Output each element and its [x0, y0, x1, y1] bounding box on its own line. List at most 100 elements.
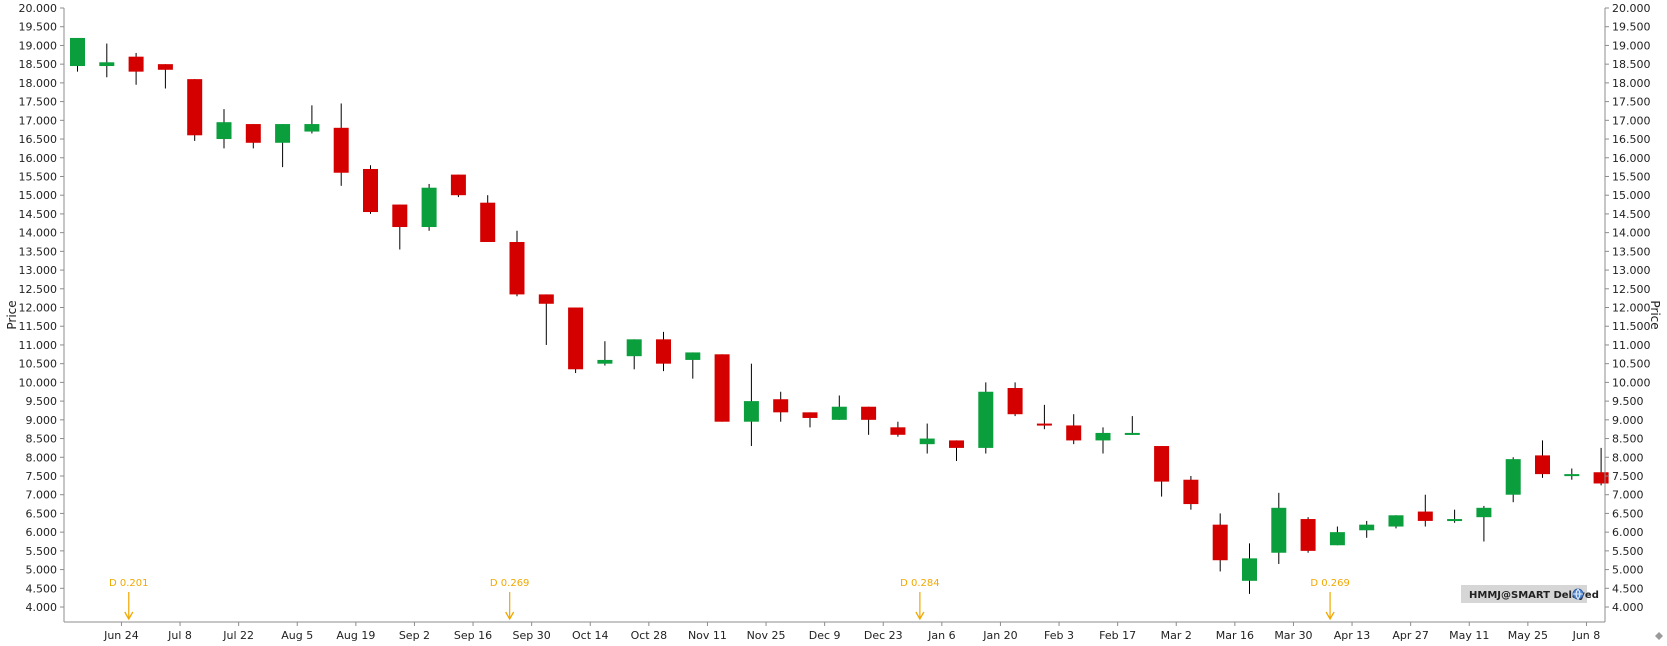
- x-tick-label: Dec 23: [864, 629, 903, 642]
- y-tick-label-right: 16.500: [1612, 133, 1651, 146]
- x-tick-label: Sep 16: [454, 629, 492, 642]
- candle-body: [1124, 432, 1140, 435]
- candles-layer: [70, 37, 1609, 594]
- y-tick-label-right: 11.500: [1612, 320, 1651, 333]
- y-tick-label-right: 20.000: [1612, 2, 1651, 15]
- candle-body: [1535, 455, 1550, 475]
- candle-body: [1417, 511, 1433, 521]
- corner-resize-icon[interactable]: [1655, 632, 1663, 640]
- candle-body: [1271, 507, 1287, 553]
- x-tick-label: Jun 24: [103, 629, 139, 642]
- y-tick-label-left: 15.000: [19, 189, 58, 202]
- x-tick-label: May 25: [1508, 629, 1548, 642]
- candle-body: [1300, 519, 1316, 551]
- y-tick-label-right: 17.500: [1612, 96, 1651, 109]
- candle-body: [1593, 472, 1609, 484]
- x-tick-label: Aug 19: [336, 629, 375, 642]
- candle-body: [421, 187, 437, 228]
- x-tick-label: Dec 9: [809, 629, 841, 642]
- candle-body: [1183, 479, 1199, 505]
- x-tick-label: Mar 2: [1161, 629, 1192, 642]
- candle-body: [1505, 459, 1521, 495]
- y-tick-label-left: 8.000: [26, 451, 58, 464]
- candle-body: [99, 62, 115, 67]
- x-tick-label: Jan 20: [982, 629, 1017, 642]
- y-tick-label-left: 17.000: [19, 114, 58, 127]
- candle-body: [1066, 425, 1082, 441]
- y-tick-label-right: 4.500: [1612, 582, 1644, 595]
- y-tick-label-left: 13.500: [19, 245, 58, 258]
- candle-body: [1007, 388, 1023, 415]
- candle-body: [538, 294, 554, 304]
- y-tick-label-right: 8.500: [1612, 433, 1644, 446]
- candle-body: [333, 127, 349, 173]
- candle-body: [1095, 432, 1111, 441]
- y-tick-label-right: 6.000: [1612, 526, 1644, 539]
- y-tick-label-right: 15.000: [1612, 189, 1651, 202]
- candle-body: [245, 124, 261, 143]
- x-tick-label: Oct 28: [631, 629, 668, 642]
- candle-body: [1359, 524, 1375, 531]
- x-tick-label: Mar 30: [1274, 629, 1312, 642]
- candle-body: [685, 352, 701, 360]
- candle-body: [480, 202, 496, 242]
- y-tick-label-left: 4.500: [26, 582, 58, 595]
- x-tick-label: Apr 27: [1392, 629, 1429, 642]
- y-axis-title-right: Price: [1648, 300, 1662, 329]
- y-tick-label-right: 11.000: [1612, 339, 1651, 352]
- y-tick-label-left: 7.500: [26, 470, 58, 483]
- y-tick-label-right: 13.000: [1612, 264, 1651, 277]
- dividend-arrow-icon: [915, 611, 925, 621]
- x-tick-label: Jun 8: [1572, 629, 1601, 642]
- y-tick-label-left: 6.500: [26, 507, 58, 520]
- y-tick-label-right: 10.000: [1612, 376, 1651, 389]
- y-tick-label-left: 13.000: [19, 264, 58, 277]
- candle-body: [392, 204, 408, 228]
- y-tick-label-left: 5.500: [26, 545, 58, 558]
- y-tick-label-left: 12.000: [19, 302, 58, 315]
- candle-body: [743, 401, 759, 422]
- dividend-label: D 0.284: [900, 578, 940, 589]
- candle-body: [978, 391, 994, 448]
- y-tick-label-right: 7.500: [1612, 470, 1644, 483]
- x-tick-label: Mar 16: [1216, 629, 1254, 642]
- x-tick-label: May 11: [1449, 629, 1489, 642]
- dividend-arrow-icon: [505, 611, 515, 621]
- candle-body: [802, 412, 818, 418]
- y-tick-label-right: 4.000: [1612, 601, 1644, 614]
- y-tick-label-right: 18.500: [1612, 58, 1651, 71]
- globe-icon-lines: [1573, 588, 1583, 600]
- candle-body: [568, 307, 584, 370]
- y-tick-label-left: 16.500: [19, 133, 58, 146]
- y-tick-label-right: 8.000: [1612, 451, 1644, 464]
- y-tick-label-right: 14.500: [1612, 208, 1651, 221]
- y-tick-label-right: 6.500: [1612, 507, 1644, 520]
- candle-body: [861, 406, 877, 420]
- candle-body: [773, 399, 789, 413]
- candle-body: [70, 37, 85, 67]
- candle-body: [1036, 423, 1052, 426]
- y-tick-label-left: 17.500: [19, 96, 58, 109]
- y-tick-label-right: 14.000: [1612, 227, 1651, 240]
- y-tick-label-left: 18.500: [19, 58, 58, 71]
- candle-body: [128, 56, 144, 72]
- y-tick-label-left: 14.500: [19, 208, 58, 221]
- x-tick-label: Sep 2: [399, 629, 430, 642]
- y-tick-label-right: 19.000: [1612, 39, 1651, 52]
- candle-body: [1154, 446, 1170, 482]
- candle-body: [187, 79, 203, 136]
- y-tick-label-left: 9.000: [26, 414, 58, 427]
- y-tick-label-left: 19.000: [19, 39, 58, 52]
- y-axis-title-left: Price: [5, 300, 19, 329]
- symbol-badge[interactable]: [1461, 585, 1587, 603]
- x-tick-label: Apr 13: [1334, 629, 1371, 642]
- y-tick-label-right: 7.000: [1612, 489, 1644, 502]
- candle-body: [1242, 558, 1257, 581]
- y-tick-label-left: 16.000: [19, 152, 58, 165]
- y-tick-label-left: 15.500: [19, 170, 58, 183]
- y-tick-label-right: 12.500: [1612, 283, 1651, 296]
- candle-body: [304, 124, 320, 132]
- candle-body: [509, 241, 525, 295]
- candle-body: [919, 438, 935, 445]
